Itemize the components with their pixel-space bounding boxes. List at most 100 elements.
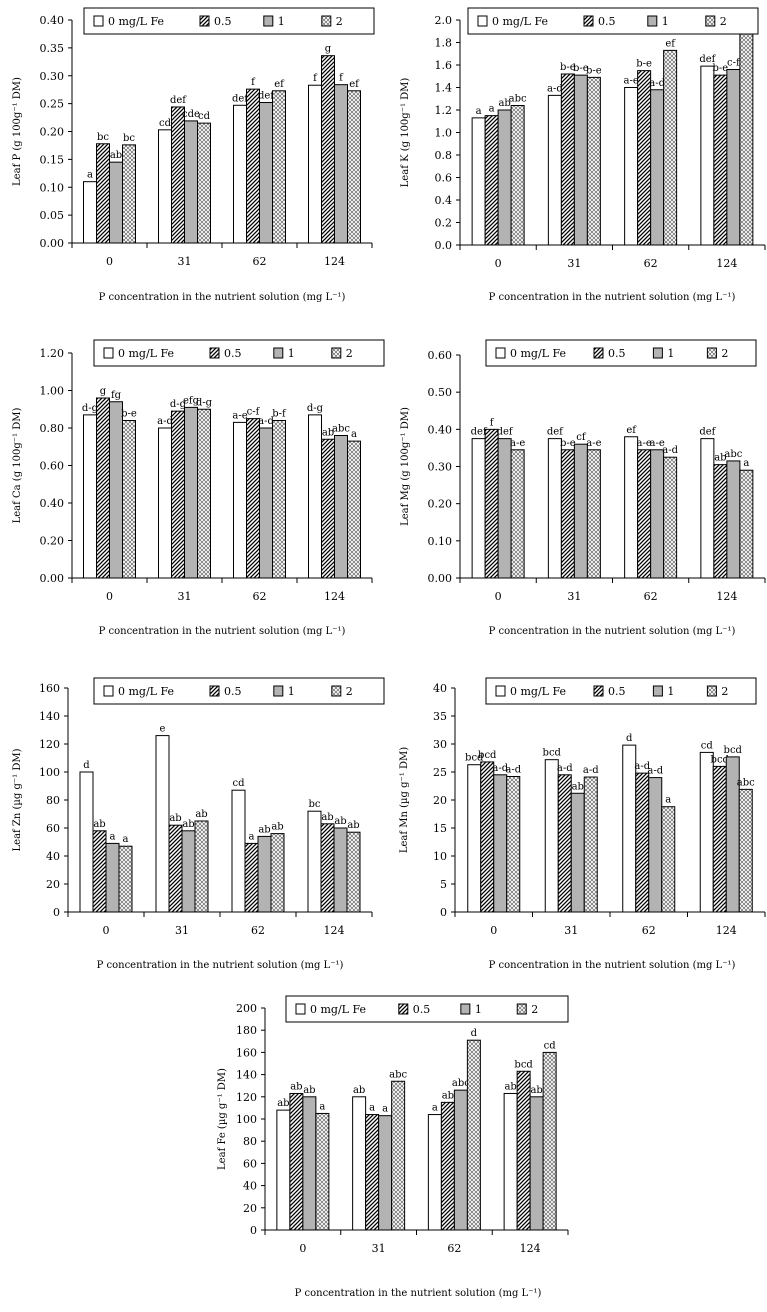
- y-tick-label: 0.0: [435, 239, 453, 252]
- bar-0: [158, 427, 172, 579]
- significance-label: ab: [530, 1085, 542, 1096]
- significance-label: def: [497, 427, 514, 438]
- y-tick-label: 140: [39, 710, 60, 723]
- bar-1: [480, 761, 495, 913]
- bar-0: [700, 65, 715, 246]
- bar-3: [391, 1080, 406, 1231]
- significance-label: bcd: [478, 750, 497, 761]
- x-axis-title: P concentration in the nutrient solution…: [99, 292, 346, 303]
- significance-label: a-d: [647, 766, 663, 777]
- y-tick-label: 1.2: [435, 104, 453, 117]
- bar-1: [484, 115, 499, 246]
- significance-label: a: [489, 104, 495, 115]
- bar-2: [726, 69, 741, 246]
- significance-label: ab: [498, 98, 510, 109]
- y-tick-label: 0.20: [40, 535, 65, 548]
- bar-0: [427, 1114, 442, 1231]
- bar-0: [352, 1096, 367, 1231]
- bar-1: [557, 774, 572, 913]
- bar-3: [118, 845, 133, 913]
- y-tick-label: 1.4: [435, 82, 453, 95]
- bar-1: [637, 70, 652, 246]
- significance-label: cd: [701, 740, 714, 751]
- significance-label: ab: [93, 819, 105, 830]
- x-tick-label: 124: [324, 590, 345, 603]
- legend-label: 0 mg/L Fe: [310, 1003, 366, 1016]
- legend-swatch-1: [583, 15, 594, 27]
- bar-2: [259, 102, 273, 244]
- y-axis-title: Leaf Mg (g 100g⁻¹ DM): [400, 407, 411, 526]
- bar-2: [184, 120, 198, 244]
- significance-label: a-e: [636, 438, 651, 449]
- significance-label: def: [547, 427, 564, 438]
- bar-0: [624, 87, 639, 246]
- x-tick-label: 124: [324, 924, 345, 937]
- legend-swatch-3: [706, 347, 717, 359]
- bar-0: [503, 1092, 518, 1231]
- bar-1: [637, 449, 652, 579]
- significance-label: a: [249, 831, 255, 842]
- significance-label: a: [319, 1101, 325, 1112]
- y-tick-label: 120: [39, 738, 60, 751]
- chart-panel-0: 0.00 0.05 0.10 0.15 0.20 0.25 0.30 0.35 0.40 Leaf…: [12, 7, 375, 303]
- y-tick-label: 0.60: [428, 349, 453, 362]
- significance-label: c-f: [727, 58, 741, 69]
- bar-0: [83, 414, 97, 579]
- x-tick-label: 124: [520, 1242, 541, 1255]
- bar-3: [122, 420, 136, 579]
- y-tick-label: 0.50: [428, 386, 453, 399]
- significance-label: b-e: [573, 63, 589, 74]
- significance-label: def: [258, 91, 275, 102]
- bar-2: [453, 1089, 468, 1231]
- bar-2: [650, 89, 665, 246]
- significance-label: d: [626, 733, 633, 744]
- bar-3: [663, 49, 678, 246]
- bar-1: [289, 1092, 304, 1231]
- bar-2: [334, 435, 348, 579]
- bar-3: [122, 144, 136, 244]
- bar-3: [661, 806, 676, 913]
- chart-panel-1: 0.0 0.2 0.4 0.6 0.8 1.0 1.2 1.4 1.6 1.8 2.0 Leaf K …: [400, 7, 766, 303]
- x-tick-label: 0: [299, 1242, 306, 1255]
- bar-3: [346, 831, 361, 913]
- bar-2: [184, 406, 198, 579]
- legend-swatch-0: [477, 15, 488, 27]
- significance-label: ab: [353, 1085, 365, 1096]
- bar-3: [466, 1039, 481, 1231]
- x-axis-title: P concentration in the nutrient solution…: [295, 1288, 542, 1299]
- significance-label: abc: [509, 94, 527, 105]
- y-tick-label: 0.00: [40, 572, 65, 585]
- bar-0: [83, 181, 97, 244]
- legend-swatch-2: [273, 347, 284, 359]
- bar-1: [171, 410, 185, 579]
- legend-swatch-0: [495, 685, 506, 697]
- legend-label: 0.5: [214, 15, 232, 28]
- significance-label: d: [83, 760, 90, 771]
- significance-label: a-e: [623, 76, 638, 87]
- legend-label: 0 mg/L Fe: [118, 685, 174, 698]
- x-tick-label: 62: [251, 924, 265, 937]
- legend-label: 2: [346, 685, 353, 698]
- x-tick-label: 31: [178, 590, 192, 603]
- y-tick-label: 0.40: [428, 423, 453, 436]
- bar-1: [713, 464, 728, 579]
- x-axis-title: P concentration in the nutrient solution…: [99, 626, 346, 637]
- bar-1: [321, 438, 335, 579]
- bar-0: [307, 810, 322, 913]
- significance-label: a: [432, 1103, 438, 1114]
- legend-swatch-3: [331, 685, 342, 697]
- significance-label: ab: [334, 816, 346, 827]
- significance-label: a-d: [634, 761, 650, 772]
- x-tick-label: 62: [644, 590, 658, 603]
- y-tick-label: 0.35: [40, 42, 65, 55]
- y-tick-label: 40: [433, 682, 447, 695]
- legend-swatch-0: [103, 347, 114, 359]
- bar-3: [506, 775, 521, 913]
- significance-label: fg: [111, 390, 122, 401]
- y-tick-label: 160: [39, 682, 60, 695]
- legend-swatch-2: [460, 1003, 471, 1015]
- bar-3: [347, 90, 361, 244]
- y-tick-label: 10: [433, 850, 447, 863]
- bar-2: [493, 774, 508, 913]
- bar-1: [246, 418, 260, 579]
